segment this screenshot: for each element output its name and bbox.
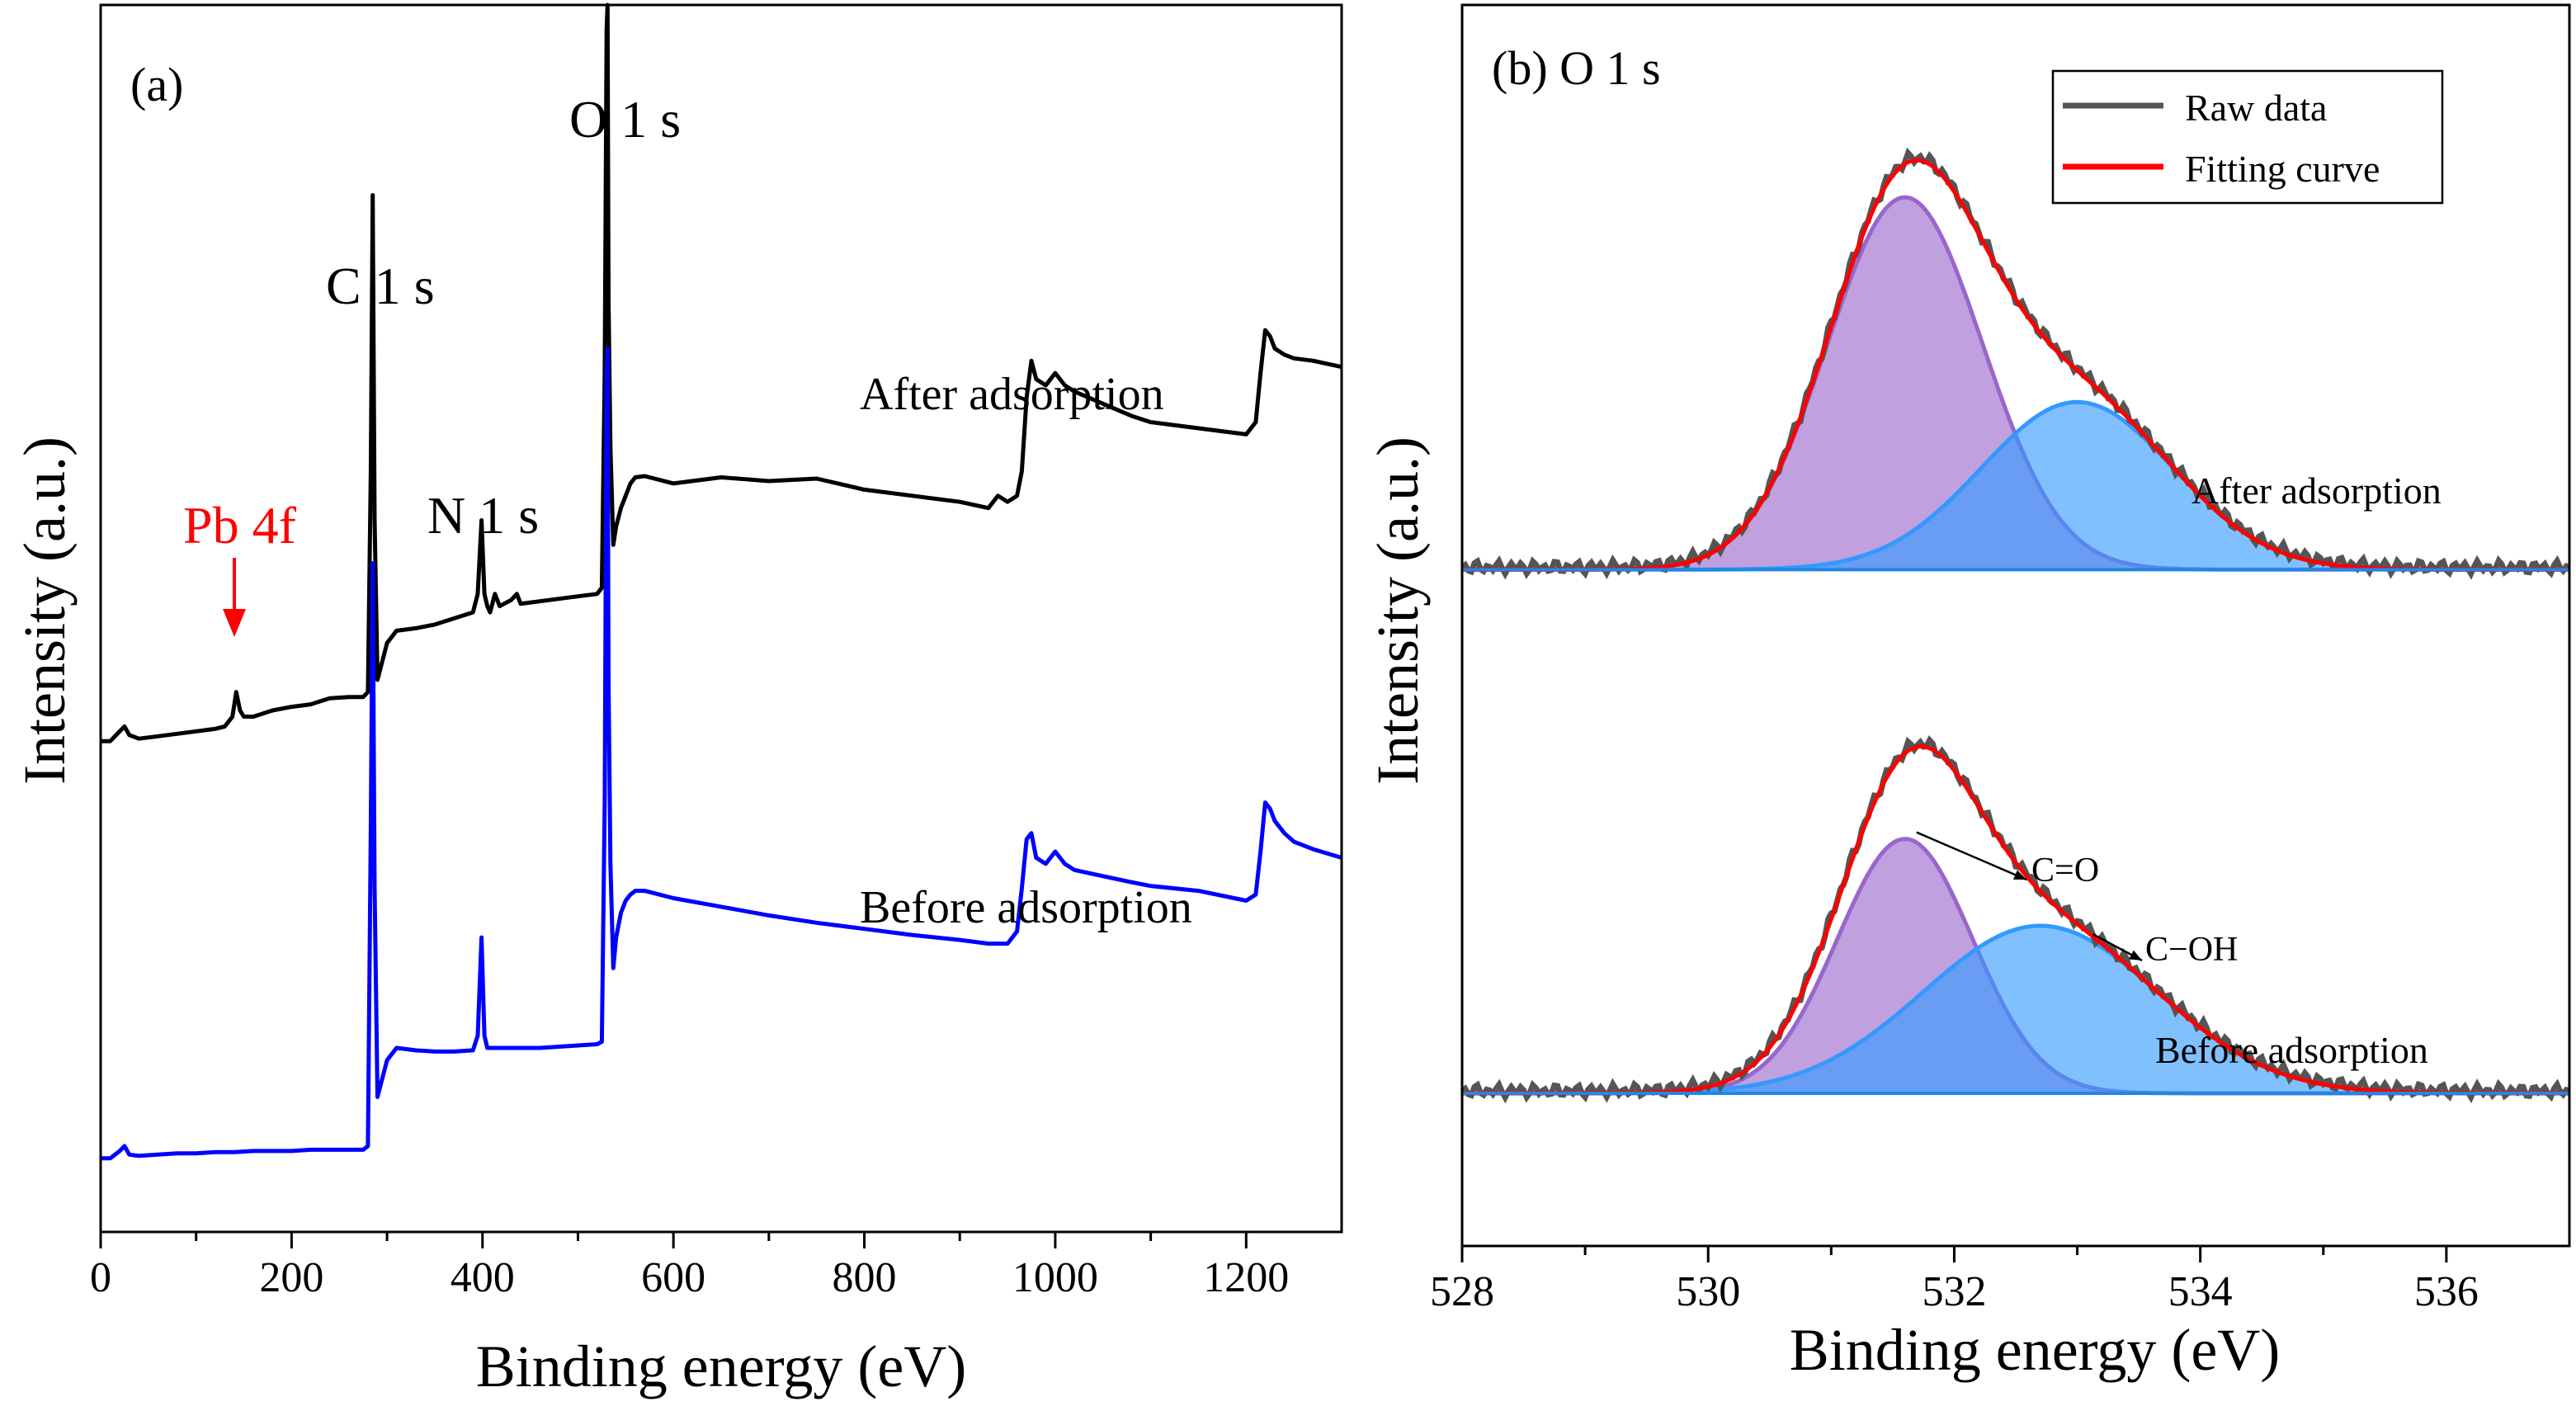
panel-b-y-axis-title: Intensity (a.u.) xyxy=(1365,437,1431,785)
panel-b-label: (b) O 1 s xyxy=(1492,41,1661,95)
x-tick-label-a-1000: 1000 xyxy=(1012,1254,1098,1301)
panel-b-series-group xyxy=(1460,147,2570,1104)
component-area-before-adsorption-1 xyxy=(1462,926,2569,1093)
label-after-adsorption-a: After adsorption xyxy=(860,369,1164,420)
arrow-c-o-line xyxy=(1916,831,2027,881)
annotation-arrows xyxy=(1916,831,2143,962)
label-after-adsorption-b: After adsorption xyxy=(2191,470,2442,512)
peak-label-c1s: C 1 s xyxy=(326,257,435,315)
panel-a-x-ticks: 0 200 400 600 800 1000 1200 xyxy=(90,1232,1289,1301)
x-tick-label-a-200: 200 xyxy=(259,1254,323,1301)
raw-data-line-after-adsorption xyxy=(1460,147,2570,580)
x-tick-label-b-530: 530 xyxy=(1676,1268,1740,1315)
panel-a-x-axis-title: Binding energy (eV) xyxy=(476,1333,967,1399)
panel-a-frame xyxy=(99,3,1343,1234)
panel-a-series-group xyxy=(101,2,1342,1161)
x-tick-label-a-800: 800 xyxy=(833,1254,897,1301)
peak-label-n1s: N 1 s xyxy=(427,486,539,545)
panel-b-frame xyxy=(1460,3,2571,1248)
label-before-adsorption-b: Before adsorption xyxy=(2155,1029,2428,1071)
pb4f-arrow-head xyxy=(223,609,246,637)
arrow-c-o-head xyxy=(2013,870,2026,880)
panel-a-label: (a) xyxy=(130,58,183,111)
legend-box xyxy=(2051,69,2444,205)
x-tick-label-b-534: 534 xyxy=(2168,1268,2233,1315)
arrow-c-oh-head xyxy=(2129,950,2142,960)
legend-label-raw-data: Raw data xyxy=(2185,87,2327,129)
x-tick-label-b-532: 532 xyxy=(1922,1268,1986,1315)
annotation-c-o: C=O xyxy=(2031,852,2099,890)
annotation-c-oh: C−OH xyxy=(2145,931,2238,969)
panel-a-survey-spectrum: 0 200 400 600 800 1000 1200 (a) O 1 s C 1 s N … xyxy=(12,2,1343,1399)
x-tick-label-a-600: 600 xyxy=(641,1254,705,1301)
legend: Raw data Fitting curve xyxy=(2051,69,2444,205)
x-tick-label-a-1200: 1200 xyxy=(1203,1254,1289,1301)
peak-label-o1s: O 1 s xyxy=(569,90,681,149)
panel-a-y-axis-title: Intensity (a.u.) xyxy=(12,437,78,785)
label-before-adsorption-a: Before adsorption xyxy=(860,882,1192,933)
panel-b-o1s-spectrum: 528 530 532 534 536 (b) O 1 s Raw data Fitti… xyxy=(1365,3,2571,1383)
raw-data-line-before-adsorption xyxy=(1460,734,2570,1104)
panel-b-x-axis-title: Binding energy (eV) xyxy=(1790,1317,2281,1383)
x-tick-label-a-400: 400 xyxy=(451,1254,515,1301)
panel-b-x-ticks: 528 530 532 534 536 xyxy=(1430,1246,2479,1315)
peak-label-pb4f: Pb 4f xyxy=(183,496,297,554)
component-area-after-adsorption-1 xyxy=(1462,402,2569,570)
series-line-after-adsorption xyxy=(101,2,1342,743)
x-tick-label-b-536: 536 xyxy=(2414,1268,2479,1315)
x-tick-label-a-0: 0 xyxy=(90,1254,111,1301)
series-line-before-adsorption xyxy=(101,346,1342,1161)
x-tick-label-b-528: 528 xyxy=(1430,1268,1494,1315)
legend-label-fitting-curve: Fitting curve xyxy=(2185,148,2380,190)
